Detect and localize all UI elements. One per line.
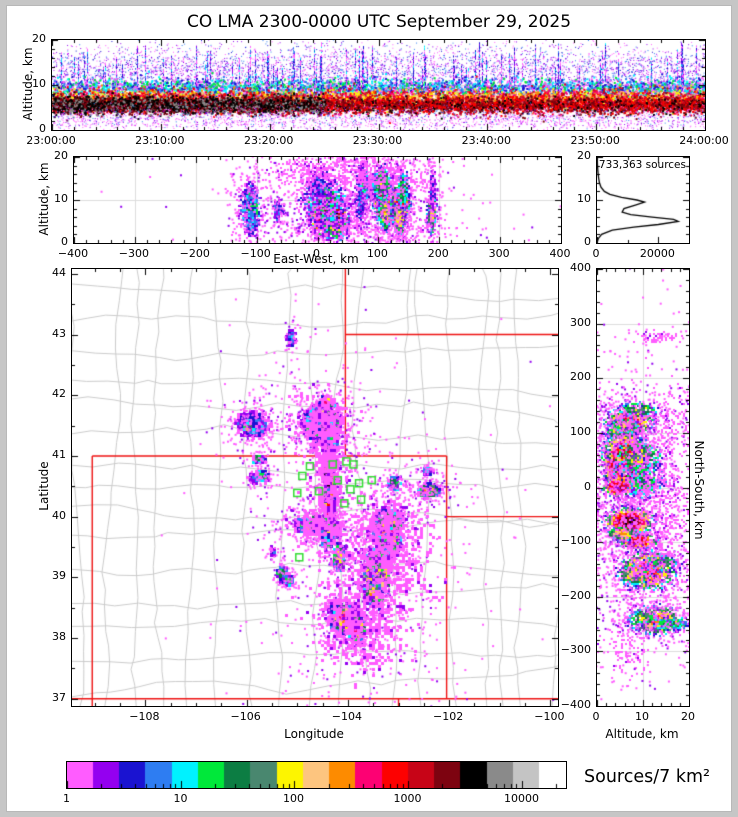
tick-label: 0 — [584, 479, 591, 493]
tick-label: 20 — [577, 149, 591, 162]
figure-title: CO LMA 2300-0000 UTC September 29, 2025 — [186, 12, 572, 32]
tick-label: 0 — [584, 235, 591, 248]
altitude-histogram-panel — [596, 156, 690, 244]
colorbar — [66, 761, 567, 789]
tick-label: −104 — [331, 710, 363, 723]
map-panel — [71, 268, 559, 707]
tick-label: 100 — [570, 424, 591, 438]
north-south-cross-section-panel — [596, 268, 690, 707]
source-count-annotation: 733,363 sources — [598, 159, 686, 171]
tick-label: 300 — [570, 315, 591, 329]
tick-label: 10 — [54, 192, 68, 205]
colorbar-label: Sources/7 km² — [584, 767, 711, 787]
tick-label: −108 — [129, 710, 160, 723]
tick-label: 200 — [427, 247, 449, 260]
tick-label: 40 — [52, 508, 66, 522]
tick-label: 100 — [366, 247, 388, 260]
tick-label: −300 — [118, 247, 149, 260]
map-x-axis-label: Longitude — [284, 727, 344, 741]
tick-label: 10 — [635, 710, 649, 723]
tick-label: 0 — [592, 710, 600, 723]
tick-label: 300 — [488, 247, 510, 260]
tick-label: 0 — [592, 247, 600, 260]
tick-label: 0 — [39, 122, 46, 135]
tick-label: 1000 — [393, 792, 422, 805]
tick-label: −300 — [560, 643, 591, 657]
tick-label: 24:00:00 — [679, 134, 729, 147]
tick-label: −102 — [433, 710, 464, 723]
tick-label: 23:40:00 — [461, 134, 512, 147]
tick-label: −100 — [534, 710, 565, 723]
tick-label: 43 — [52, 326, 66, 340]
tick-label: −200 — [179, 247, 210, 260]
tick-label: 20000 — [639, 247, 675, 260]
tick-label: −400 — [560, 698, 591, 711]
tick-label: 41 — [52, 447, 66, 461]
east-west-x-axis-label: East-West, km — [273, 252, 359, 266]
tick-label: 10 — [173, 792, 188, 805]
tick-label: 23:30:00 — [352, 134, 403, 147]
tick-label: 200 — [570, 370, 591, 384]
tick-label: 100 — [283, 792, 304, 805]
tick-label: 400 — [549, 247, 571, 260]
tick-label: 20 — [54, 149, 68, 162]
tick-label: 0 — [313, 247, 320, 260]
tick-label: 44 — [52, 265, 66, 279]
tick-label: −100 — [240, 247, 271, 260]
tick-label: −106 — [230, 710, 261, 723]
tick-label: 10 — [577, 192, 591, 205]
tick-label: 37 — [52, 690, 66, 704]
tick-label: 10000 — [504, 792, 539, 805]
tick-label: 400 — [570, 261, 591, 274]
tick-label: 23:50:00 — [570, 134, 620, 147]
tick-label: 20 — [681, 710, 695, 723]
tick-label: 23:20:00 — [243, 134, 294, 147]
tick-label: 10 — [32, 77, 46, 90]
tick-label: 39 — [52, 569, 66, 583]
time-height-panel — [51, 39, 706, 131]
tick-label: 38 — [52, 630, 66, 644]
tick-label: 1 — [63, 792, 70, 805]
tick-label: −200 — [560, 588, 591, 602]
tick-label: 42 — [52, 387, 66, 401]
north-south-x-axis-label: Altitude, km — [605, 727, 679, 741]
tick-label: 23:10:00 — [135, 134, 185, 147]
tick-label: 20 — [32, 32, 46, 45]
east-west-cross-section-panel — [73, 156, 562, 244]
tick-label: −100 — [560, 534, 591, 548]
tick-label: 0 — [61, 235, 68, 248]
tick-label: −400 — [57, 247, 89, 260]
north-south-y-axis-label: North-South, km — [692, 440, 706, 540]
tick-label: 23:00:00 — [26, 134, 76, 147]
